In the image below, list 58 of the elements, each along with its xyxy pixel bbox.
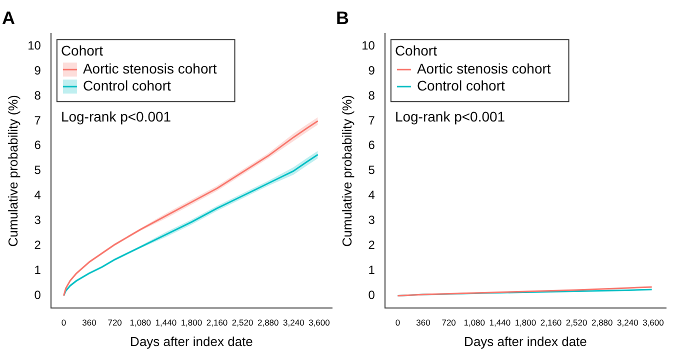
- x-tick-label: 0: [395, 318, 400, 328]
- x-tick-label: 2,520: [232, 318, 254, 328]
- x-tick-label: 1,440: [489, 318, 511, 328]
- x-axis-title: Days after index date: [130, 334, 253, 349]
- y-axis-title: Cumulative probability (%): [339, 95, 354, 247]
- x-tick-label: 2,520: [566, 318, 588, 328]
- y-tick-label: 6: [34, 138, 42, 152]
- x-tick-label: 3,600: [642, 318, 664, 328]
- y-axis-title: Cumulative probability (%): [5, 95, 20, 247]
- y-tick-label: 2: [34, 238, 42, 252]
- y-tick-label: 9: [34, 63, 42, 78]
- y-tick-label: 2: [368, 238, 376, 252]
- y-tick-label: 4: [34, 188, 42, 202]
- x-tick-label: 1,440: [155, 318, 177, 328]
- x-tick-label: 720: [442, 318, 456, 328]
- x-tick-label: 360: [416, 318, 431, 328]
- y-tick-label: 1: [34, 263, 42, 278]
- legend-label: Control cohort: [416, 77, 505, 94]
- y-tick-label: 8: [368, 88, 376, 102]
- x-tick-label: 1,800: [514, 318, 536, 328]
- x-tick-label: 1,080: [464, 318, 486, 328]
- x-tick-label: 3,240: [617, 318, 639, 328]
- x-tick-label: 0: [61, 318, 66, 328]
- y-tick-label: 0: [34, 288, 42, 302]
- y-tick-label: 1: [368, 263, 376, 278]
- x-axis-title: Days after index date: [464, 334, 587, 349]
- x-tick-label: 1,800: [180, 318, 202, 328]
- x-tick-label: 360: [82, 318, 97, 328]
- x-tick-label: 1,080: [130, 318, 152, 328]
- y-tick-label: 5: [368, 163, 376, 178]
- x-tick-label: 2,880: [257, 318, 280, 328]
- x-tick-label: 3,600: [308, 318, 330, 328]
- y-tick-label: 9: [368, 63, 376, 78]
- x-tick-label: 2,160: [540, 318, 562, 328]
- x-tick-label: 2,160: [206, 318, 228, 328]
- y-tick-label: 5: [34, 163, 42, 178]
- legend-label: Aortic stenosis cohort: [416, 60, 551, 76]
- annotation: Log-rank p<0.001: [394, 108, 506, 124]
- x-tick-label: 3,240: [283, 318, 305, 328]
- chart-title: B: [336, 8, 349, 28]
- y-tick-label: 7: [368, 113, 376, 128]
- chart-title: A: [2, 8, 15, 28]
- y-tick-label: 10: [28, 38, 42, 52]
- y-tick-label: 0: [368, 288, 376, 302]
- y-tick-label: 6: [368, 138, 376, 152]
- y-tick-label: 3: [368, 213, 376, 228]
- legend-title: Cohort: [394, 42, 438, 58]
- y-tick-label: 7: [34, 113, 42, 128]
- y-tick-label: 4: [368, 188, 376, 202]
- legend-label: Control cohort: [82, 77, 171, 94]
- legend-label: Aortic stenosis cohort: [82, 60, 217, 76]
- x-tick-label: 2,880: [591, 318, 614, 328]
- annotation: Log-rank p<0.001: [60, 108, 172, 124]
- y-tick-label: 3: [34, 213, 42, 228]
- x-tick-label: 720: [108, 318, 122, 328]
- y-tick-label: 8: [34, 88, 42, 102]
- legend-title: Cohort: [60, 42, 104, 58]
- y-tick-label: 10: [362, 38, 376, 52]
